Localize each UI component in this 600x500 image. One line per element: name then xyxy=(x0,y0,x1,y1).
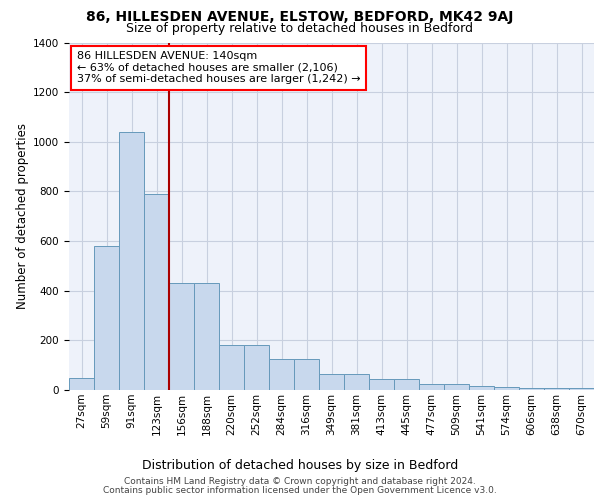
Bar xyxy=(369,379,394,390)
Bar xyxy=(519,388,544,390)
Bar xyxy=(494,387,519,390)
Bar xyxy=(144,194,169,390)
Text: Size of property relative to detached houses in Bedford: Size of property relative to detached ho… xyxy=(127,22,473,35)
Bar xyxy=(544,388,569,390)
Bar xyxy=(94,246,119,390)
Bar xyxy=(294,359,319,390)
Text: Contains HM Land Registry data © Crown copyright and database right 2024.: Contains HM Land Registry data © Crown c… xyxy=(124,477,476,486)
Bar xyxy=(244,346,269,390)
Bar xyxy=(344,374,369,390)
Bar xyxy=(269,359,294,390)
Text: Contains public sector information licensed under the Open Government Licence v3: Contains public sector information licen… xyxy=(103,486,497,495)
Bar xyxy=(419,384,444,390)
Y-axis label: Number of detached properties: Number of detached properties xyxy=(16,123,29,309)
Bar xyxy=(119,132,144,390)
Text: Distribution of detached houses by size in Bedford: Distribution of detached houses by size … xyxy=(142,460,458,472)
Bar xyxy=(169,284,194,390)
Bar xyxy=(319,374,344,390)
Bar xyxy=(569,388,594,390)
Bar xyxy=(194,284,219,390)
Bar xyxy=(469,386,494,390)
Bar xyxy=(394,379,419,390)
Bar xyxy=(219,346,244,390)
Bar xyxy=(444,384,469,390)
Bar xyxy=(69,378,94,390)
Text: 86, HILLESDEN AVENUE, ELSTOW, BEDFORD, MK42 9AJ: 86, HILLESDEN AVENUE, ELSTOW, BEDFORD, M… xyxy=(86,10,514,24)
Text: 86 HILLESDEN AVENUE: 140sqm
← 63% of detached houses are smaller (2,106)
37% of : 86 HILLESDEN AVENUE: 140sqm ← 63% of det… xyxy=(77,51,361,84)
